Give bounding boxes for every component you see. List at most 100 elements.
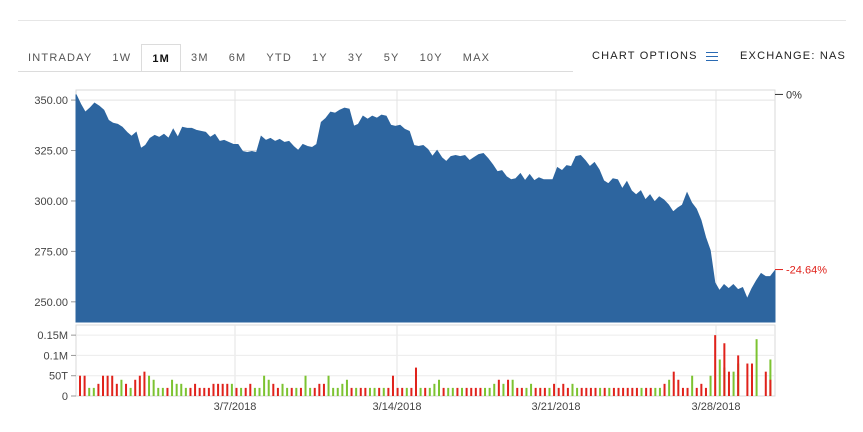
volume-bar-down <box>313 387 316 396</box>
volume-bar-up <box>571 383 574 396</box>
x-tick-label: 3/7/2018 <box>214 401 257 413</box>
volume-bar-down <box>97 383 100 396</box>
pct-label: 0% <box>786 89 802 101</box>
volume-bar-up <box>267 379 270 396</box>
volume-bar-up <box>419 387 422 396</box>
volume-bar-down <box>750 363 753 396</box>
volume-bar-down <box>723 343 726 396</box>
volume-bar-down <box>663 383 666 396</box>
volume-bar-down <box>617 387 620 396</box>
volume-bar-down <box>290 387 293 396</box>
volume-bar-up <box>336 387 339 396</box>
volume-bar-up <box>658 387 661 396</box>
volume-bar-down <box>672 371 675 396</box>
volume-bar-up <box>438 379 441 396</box>
volume-bar-up <box>281 383 284 396</box>
tab-1m[interactable]: 1M <box>141 44 181 72</box>
volume-bar-down <box>401 387 404 396</box>
volume-bar-up <box>148 375 151 396</box>
volume-bar-up <box>548 387 551 396</box>
volume-bar-down <box>695 387 698 396</box>
tab-3m[interactable]: 3M <box>191 52 209 64</box>
volume-bar-up <box>769 359 772 396</box>
chart-options-button[interactable]: CHART OPTIONS <box>592 50 718 62</box>
tab-6m[interactable]: 6M <box>228 52 247 64</box>
tab-5y[interactable]: 5Y <box>383 52 400 64</box>
volume-bar-up <box>92 387 95 396</box>
volume-bar-down <box>378 387 381 396</box>
volume-bar-down <box>746 363 749 396</box>
volume-bar-down <box>603 387 606 396</box>
volume-bar-up <box>129 387 132 396</box>
volume-bar-up <box>576 387 579 396</box>
volume-bar-down <box>276 387 279 396</box>
volume-bar-down <box>115 383 118 396</box>
volume-bar-up <box>640 387 643 396</box>
tab-1y[interactable]: 1Y <box>311 52 328 64</box>
volume-bar-down <box>272 383 275 396</box>
volume-bar-down <box>198 387 201 396</box>
tab-intraday[interactable]: INTRADAY <box>28 52 93 64</box>
tab-1w[interactable]: 1W <box>112 52 132 64</box>
volume-bar-down <box>704 387 707 396</box>
x-tick-label: 3/14/2018 <box>373 401 422 413</box>
volume-bar-up <box>709 375 712 396</box>
range-tabs: INTRADAY 1W 1M 3M 6M YTD 1Y 3Y 5Y 10Y MA… <box>18 44 500 72</box>
volume-bar-down <box>566 387 569 396</box>
volume-bar-up <box>88 387 91 396</box>
volume-tick-label: 0 <box>62 391 68 403</box>
volume-bar-up <box>355 387 358 396</box>
volume-bar-down <box>424 387 427 396</box>
price-tick-label: 325.00 <box>34 146 68 158</box>
volume-bar-up <box>691 375 694 396</box>
volume-bar-up <box>345 379 348 396</box>
volume-bar-down <box>212 383 215 396</box>
volume-bar-up <box>184 387 187 396</box>
top-divider <box>18 20 846 21</box>
volume-bar-down <box>244 387 247 396</box>
volume-bar-down <box>166 387 169 396</box>
volume-bar-down <box>217 383 220 396</box>
volume-bar-down <box>249 383 252 396</box>
volume-bar-up <box>240 387 243 396</box>
volume-bar-down <box>539 387 542 396</box>
volume-bar-up <box>451 387 454 396</box>
volume-bar-down <box>631 387 634 396</box>
volume-bar-up <box>120 379 123 396</box>
volume-bar-down <box>507 379 510 396</box>
volume-bar-up <box>175 383 178 396</box>
volume-bar-down <box>207 387 210 396</box>
volume-bar-up <box>654 387 657 396</box>
volume-bar-up <box>405 387 408 396</box>
volume-bar-up <box>230 383 233 396</box>
volume-bar-down <box>727 371 730 396</box>
volume-bar-up <box>157 387 160 396</box>
volume-bar-up <box>502 383 505 396</box>
volume-bar-down <box>737 355 740 396</box>
volume-bar-down <box>594 387 597 396</box>
volume-bar-down <box>322 383 325 396</box>
volume-bar-up <box>368 387 371 396</box>
tabs-underline <box>18 71 573 72</box>
volume-bar-down <box>79 375 81 396</box>
volume-bar-up <box>488 387 491 396</box>
volume-bar-down <box>686 387 689 396</box>
volume-bar-up <box>530 383 533 396</box>
volume-bar-down <box>299 387 302 396</box>
volume-tick-label: 0.1M <box>44 350 68 362</box>
volume-bar-down <box>681 387 684 396</box>
volume-bar-up <box>461 387 464 396</box>
volume-bar-down <box>410 387 413 396</box>
tab-10y[interactable]: 10Y <box>419 52 443 64</box>
volume-bar-up <box>327 375 330 396</box>
volume-bar-up <box>599 387 602 396</box>
tab-3y[interactable]: 3Y <box>347 52 364 64</box>
volume-bar-down <box>516 387 519 396</box>
volume-bar-up <box>341 383 344 396</box>
tab-ytd[interactable]: YTD <box>266 52 292 64</box>
volume-bar-down <box>649 387 652 396</box>
volume-bar-down <box>189 387 192 396</box>
volume-bar-down <box>585 387 588 396</box>
tab-max[interactable]: MAX <box>462 52 491 64</box>
volume-bar-down <box>391 375 394 396</box>
